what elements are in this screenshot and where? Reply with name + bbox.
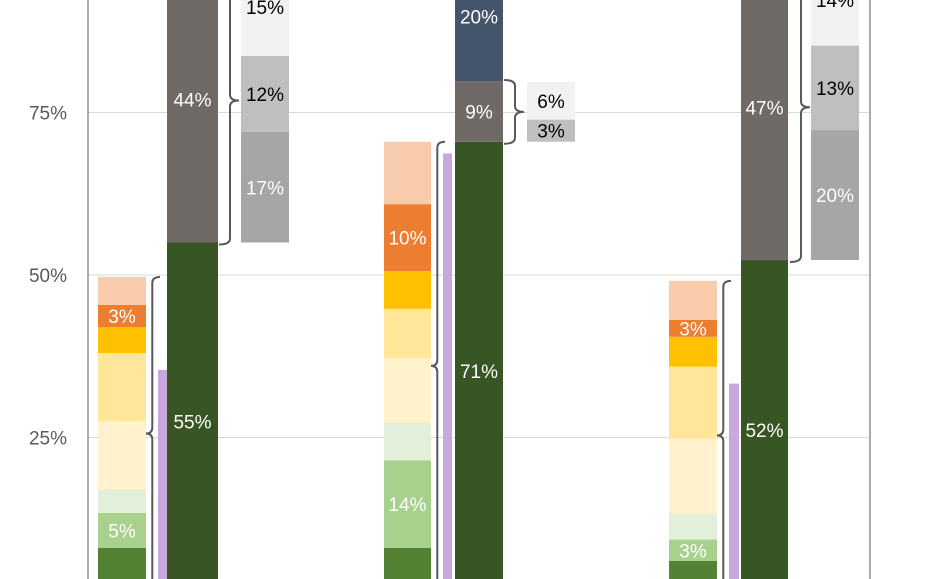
data-label: 55% bbox=[173, 412, 211, 433]
breakdown-segment bbox=[384, 141, 431, 205]
y-tick-label: 25% bbox=[29, 429, 67, 450]
detail-segment bbox=[811, 130, 859, 261]
breakdown-segment bbox=[98, 304, 146, 327]
breakdown-segment bbox=[669, 280, 717, 320]
data-label: 52% bbox=[745, 421, 783, 442]
data-label: 20% bbox=[460, 7, 498, 28]
breakdown-segment bbox=[669, 366, 717, 439]
breakdown-segment bbox=[384, 358, 431, 423]
breakdown-segment bbox=[384, 548, 431, 579]
y-tick-label: 50% bbox=[29, 266, 67, 287]
breakdown-segment bbox=[384, 460, 431, 548]
brace bbox=[503, 78, 525, 145]
breakdown-segment bbox=[669, 438, 717, 514]
detail-segment bbox=[241, 132, 289, 243]
brace bbox=[218, 0, 240, 246]
breakdown-segment bbox=[384, 422, 431, 461]
detail-segment bbox=[241, 55, 289, 133]
breakdown-segment bbox=[669, 319, 717, 337]
breakdown-segment bbox=[98, 327, 146, 353]
data-label: 14% bbox=[388, 495, 426, 516]
breakdown-segment bbox=[98, 548, 146, 579]
data-label: 47% bbox=[745, 98, 783, 119]
detail-segment bbox=[811, 45, 859, 131]
brace bbox=[145, 275, 161, 579]
highlight-strip bbox=[158, 369, 167, 579]
data-label: 20% bbox=[816, 186, 854, 207]
breakdown-segment bbox=[98, 489, 146, 513]
data-label: 44% bbox=[173, 91, 211, 112]
main-segment bbox=[455, 141, 503, 579]
y-tick-label: 75% bbox=[29, 104, 67, 125]
data-label: 71% bbox=[460, 362, 498, 383]
main-segment bbox=[455, 0, 503, 82]
breakdown-segment bbox=[384, 204, 431, 272]
breakdown-segment bbox=[98, 421, 146, 490]
data-label: 3% bbox=[537, 122, 565, 143]
data-label: 12% bbox=[246, 85, 284, 106]
breakdown-segment bbox=[669, 513, 717, 540]
breakdown-segment bbox=[669, 539, 717, 561]
main-segment bbox=[167, 0, 218, 243]
breakdown-segment bbox=[384, 308, 431, 359]
data-label: 6% bbox=[537, 92, 565, 113]
data-label: 17% bbox=[246, 178, 284, 199]
breakdown-segment bbox=[669, 336, 717, 367]
breakdown-segment bbox=[669, 561, 717, 579]
data-label: 15% bbox=[246, 0, 284, 19]
highlight-strip bbox=[729, 383, 739, 579]
brace bbox=[789, 0, 811, 264]
breakdown-segment bbox=[98, 512, 146, 548]
data-labels: 5% 3% 55% 44% 17% 12% 15% 14% 10% 71% 9% 20% 3% 6% 3% 3… bbox=[108, 0, 854, 562]
main-segment bbox=[167, 242, 218, 579]
data-label: 5% bbox=[108, 521, 136, 542]
data-label: 14% bbox=[816, 0, 854, 12]
main-segment bbox=[741, 0, 788, 261]
breakdown-segment bbox=[98, 353, 146, 422]
data-label: 3% bbox=[679, 541, 707, 562]
braces bbox=[145, 0, 811, 579]
brace bbox=[430, 140, 446, 579]
y-axis: 25% 50% 75% bbox=[29, 0, 871, 579]
breakdown-segment bbox=[98, 276, 146, 305]
data-label: 9% bbox=[465, 103, 493, 124]
bars bbox=[98, 0, 859, 579]
main-segment bbox=[455, 81, 503, 142]
data-label: 3% bbox=[108, 307, 136, 328]
breakdown-segment bbox=[384, 271, 431, 309]
detail-segment bbox=[527, 119, 575, 142]
main-segment bbox=[741, 260, 788, 579]
data-label: 3% bbox=[679, 319, 707, 340]
highlight-strip bbox=[443, 153, 452, 579]
detail-segment bbox=[527, 81, 575, 120]
data-label: 10% bbox=[388, 229, 426, 250]
brace bbox=[716, 279, 732, 579]
detail-segment bbox=[811, 0, 859, 46]
detail-segment bbox=[241, 0, 289, 56]
data-label: 13% bbox=[816, 79, 854, 100]
